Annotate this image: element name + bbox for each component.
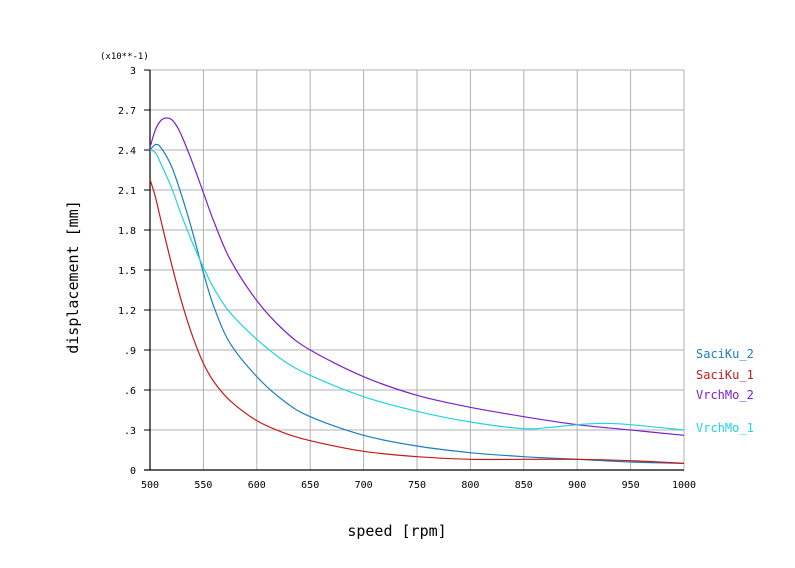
x-tick-label: 800 bbox=[461, 480, 479, 491]
series-line-saciku-1 bbox=[149, 179, 685, 464]
legend-entry-vrchmo-2: VrchMo_2 bbox=[696, 388, 754, 402]
y-tick-label: .6 bbox=[124, 386, 136, 397]
legend-entry-saciku-2: SaciKu_2 bbox=[696, 347, 754, 361]
y-axis-label: displacement [mm] bbox=[64, 200, 82, 354]
x-tick-label: 650 bbox=[301, 480, 319, 491]
y-tick-label: 1.8 bbox=[118, 226, 136, 237]
x-tick-label: 750 bbox=[408, 480, 426, 491]
y-tick-label: 2.1 bbox=[118, 186, 136, 197]
x-tick-label: 1000 bbox=[672, 480, 696, 491]
y-tick-label: 0 bbox=[130, 466, 136, 477]
x-tick-label: 600 bbox=[248, 480, 266, 491]
legend-entry-saciku-1: SaciKu_1 bbox=[696, 368, 754, 382]
series-line-vrchmo-1 bbox=[149, 149, 685, 431]
y-tick-label: 1.5 bbox=[118, 266, 136, 277]
y-tick-label: 1.2 bbox=[118, 306, 136, 317]
grid bbox=[149, 69, 685, 471]
x-tick-label: 700 bbox=[355, 480, 373, 491]
y-tick-label: .9 bbox=[124, 346, 136, 357]
legend-entry-vrchmo-1: VrchMo_1 bbox=[696, 421, 754, 435]
x-axis-label: speed [rpm] bbox=[347, 522, 446, 540]
x-tick-label: 900 bbox=[568, 480, 586, 491]
series-lines bbox=[149, 117, 685, 464]
series-line-saciku-2 bbox=[149, 143, 685, 464]
y-multiplier-label: (x10**-1) bbox=[100, 52, 149, 62]
y-tick-label: 2.7 bbox=[118, 106, 136, 117]
y-tick-label: .3 bbox=[124, 426, 136, 437]
y-tick-label: 2.4 bbox=[118, 146, 136, 157]
x-tick-label: 850 bbox=[515, 480, 533, 491]
legend: SaciKu_2 SaciKu_1 VrchMo_2 VrchMo_1 bbox=[696, 347, 754, 435]
y-tick-label: 3 bbox=[130, 66, 136, 77]
tick-labels: 500 550 600 650 700 750 800 850 900 950 1000 0 .3 .6.… bbox=[118, 66, 696, 491]
plot-frame bbox=[144, 69, 684, 471]
series-line-vrchmo-2 bbox=[149, 117, 685, 436]
x-tick-label: 950 bbox=[622, 480, 640, 491]
x-tick-label: 500 bbox=[141, 480, 159, 491]
x-tick-label: 550 bbox=[194, 480, 212, 491]
